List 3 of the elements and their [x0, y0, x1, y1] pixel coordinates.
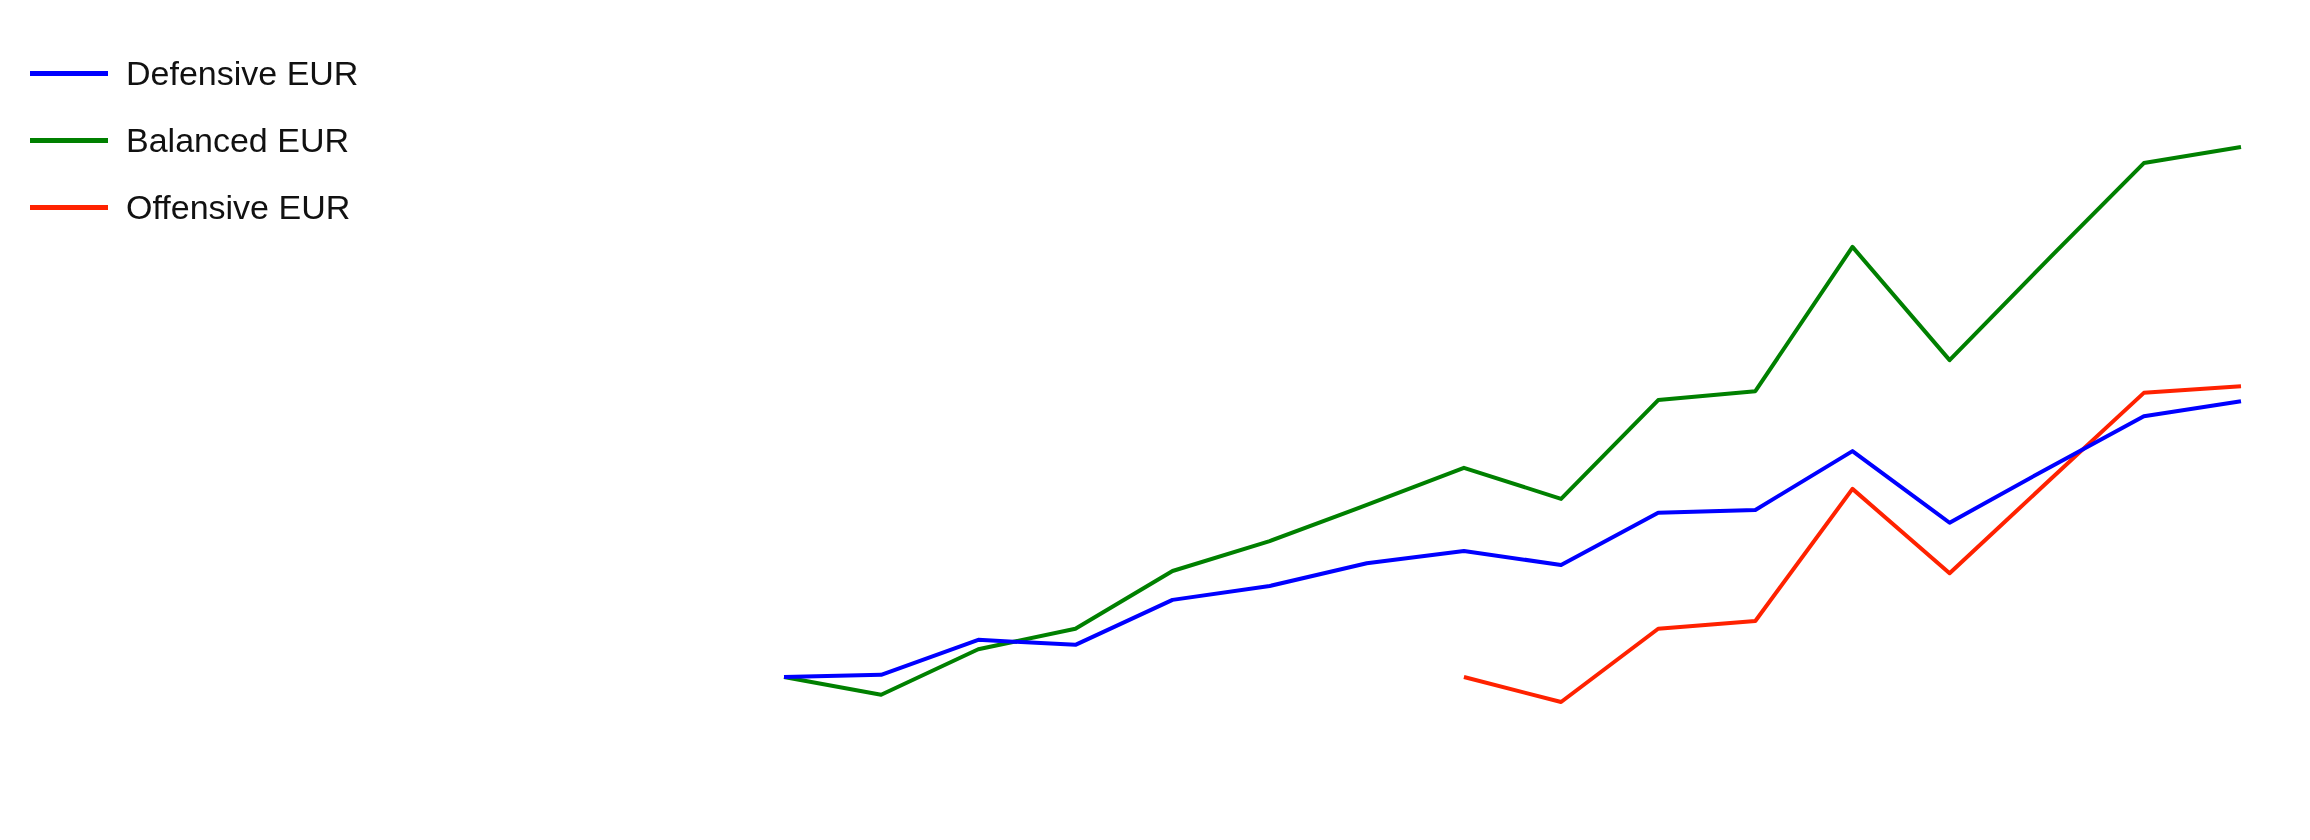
legend-label: Balanced EUR [126, 121, 350, 160]
legend-label: Defensive EUR [126, 54, 359, 93]
legend-label: Offensive EUR [126, 188, 351, 227]
